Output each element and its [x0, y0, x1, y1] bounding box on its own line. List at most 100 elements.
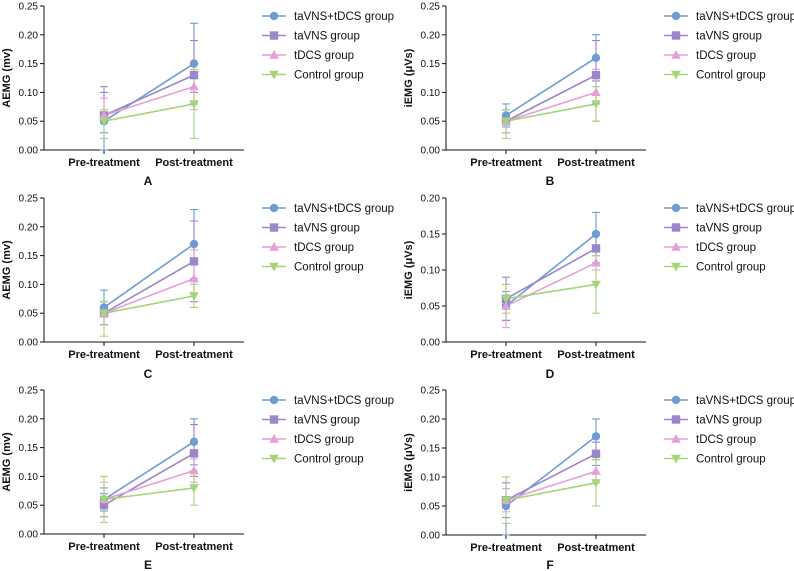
panel-label: F	[546, 558, 553, 571]
series-line	[505, 247, 597, 300]
x-tick-label: Post-treatment	[155, 349, 233, 361]
legend-marker	[671, 454, 681, 464]
series-line	[505, 470, 597, 501]
x-tick-label: Pre-treatment	[68, 349, 140, 361]
series-line	[103, 452, 195, 506]
y-tick-label: 0.25	[421, 2, 441, 13]
legend-marker	[269, 11, 279, 21]
legend-entry: taVNS+tDCS group	[294, 395, 394, 407]
y-tick-label: 0.00	[421, 146, 441, 157]
data-point	[99, 110, 109, 120]
y-tick-label: 0.05	[421, 502, 441, 513]
x-tick-label: Post-treatment	[557, 349, 635, 361]
y-tick-label: 0.20	[421, 194, 441, 205]
chart-panel-c: 0.00 0.05 0.10 0.15 0.20 0.25 Pre-treatment Pos…	[1, 194, 394, 382]
y-tick-label: 0.15	[421, 230, 441, 241]
y-tick-label: 0.10	[19, 88, 39, 99]
data-point	[99, 501, 109, 510]
x-tick-label: Post-treatment	[155, 157, 233, 169]
legend-marker	[671, 11, 681, 21]
y-tick-label: 0.00	[19, 146, 39, 157]
legend-entry: taVNS group	[294, 415, 360, 427]
y-tick-label: 0.10	[421, 473, 441, 484]
x-tick-label: Pre-treatment	[68, 541, 140, 553]
legend-entry: taVNS+tDCS group	[294, 203, 394, 215]
y-tick-label: 0.15	[19, 443, 39, 454]
legend-entry: taVNS+tDCS group	[696, 395, 794, 407]
series-line	[103, 103, 195, 122]
data-point	[189, 437, 199, 447]
series-line	[505, 74, 597, 122]
legend-marker	[671, 434, 681, 443]
series-line	[505, 103, 597, 122]
y-tick-label: 0.00	[421, 338, 441, 349]
chart-panel-f: 0.00 0.05 0.10 0.15 0.20 0.25 Pre-treatment Pos…	[403, 386, 794, 571]
panel-label: A	[144, 174, 153, 188]
data-point	[591, 449, 601, 458]
legend-marker	[269, 242, 279, 251]
legend-marker	[269, 50, 279, 59]
data-point	[591, 70, 601, 80]
y-tick-label: 0.05	[19, 501, 39, 512]
legend-entry: taVNS+tDCS group	[294, 11, 394, 23]
series-line	[505, 262, 597, 307]
series-line	[505, 283, 597, 300]
legend-marker	[671, 70, 681, 80]
legend-entry: taVNS group	[294, 223, 360, 235]
series-line	[103, 487, 195, 501]
data-point	[189, 465, 199, 475]
data-point	[189, 273, 199, 283]
y-axis-title: iEMG (μVs)	[403, 240, 415, 299]
legend-entry: tDCS group	[294, 50, 354, 62]
legend-marker	[269, 203, 279, 213]
y-tick-label: 0.05	[19, 117, 39, 128]
chart-panel-a: 0.00 0.05 0.10 0.15 0.20 0.25 Pre-treatment Pos…	[1, 2, 394, 189]
data-point	[189, 484, 199, 493]
y-tick-label: 0.25	[421, 386, 441, 397]
y-tick-label: 0.05	[421, 302, 441, 313]
legend-entry: Control group	[294, 454, 364, 466]
chart-panel-e: 0.00 0.05 0.10 0.15 0.20 0.25 Pre-treatment Pos…	[1, 386, 394, 571]
series-line	[505, 91, 597, 122]
legend-entry: Control group	[696, 262, 766, 274]
data-point	[189, 449, 199, 458]
y-tick-label: 0.20	[19, 222, 39, 233]
data-point	[591, 257, 601, 267]
data-point	[591, 100, 601, 109]
legend-entry: taVNS group	[294, 31, 360, 43]
y-tick-label: 0.25	[19, 386, 39, 397]
y-tick-label: 0.00	[19, 530, 39, 541]
x-tick-label: Post-treatment	[557, 542, 635, 554]
y-tick-label: 0.05	[421, 117, 441, 128]
y-tick-label: 0.20	[421, 415, 441, 426]
legend-entry: taVNS group	[696, 415, 762, 427]
data-point	[501, 301, 511, 310]
legend-marker	[269, 434, 279, 443]
x-tick-label: Pre-treatment	[470, 542, 542, 554]
legend-entry: Control group	[696, 454, 766, 466]
legend-entry: taVNS group	[696, 31, 762, 43]
series-line	[103, 85, 195, 117]
series-line	[103, 260, 195, 314]
data-point	[591, 432, 601, 441]
y-tick-label: 0.25	[19, 194, 39, 205]
series-line	[505, 482, 597, 501]
legend-marker	[269, 395, 279, 405]
legend-marker	[671, 415, 681, 424]
y-tick-label: 0.15	[421, 59, 441, 70]
panel-label: D	[546, 367, 555, 381]
y-tick-label: 0.10	[421, 88, 441, 99]
data-point	[591, 244, 601, 253]
legend-entry: taVNS+tDCS group	[696, 203, 794, 215]
data-point	[501, 295, 511, 304]
y-tick-label: 0.15	[19, 59, 39, 70]
legend-entry: tDCS group	[696, 50, 756, 62]
data-point	[591, 479, 601, 488]
data-point	[99, 309, 109, 319]
panel-label: B	[546, 174, 555, 188]
data-point	[99, 117, 109, 127]
data-point	[189, 70, 199, 80]
legend-marker	[671, 31, 681, 40]
data-point	[591, 466, 601, 475]
panel-label: C	[144, 367, 153, 381]
